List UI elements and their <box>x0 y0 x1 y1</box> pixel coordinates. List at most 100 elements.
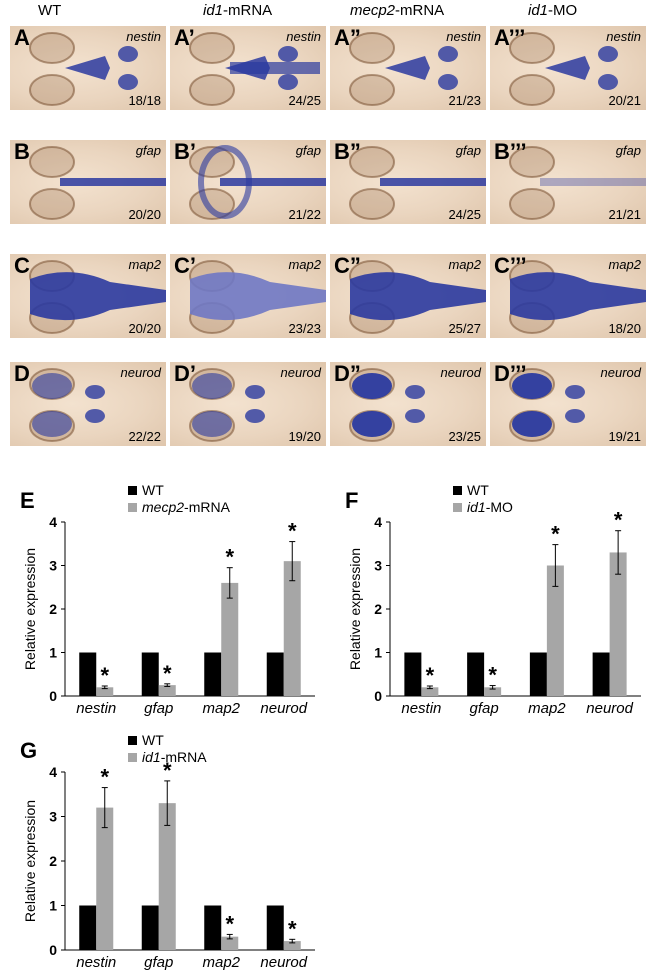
y-tick-label: 2 <box>374 601 382 617</box>
panel-label: C’ <box>174 254 196 278</box>
gene-label: map2 <box>448 257 481 272</box>
panel-label: D’ <box>174 362 196 386</box>
bar <box>96 687 114 696</box>
gene-label: nestin <box>286 29 321 44</box>
y-tick-label: 3 <box>49 809 57 825</box>
embryo-image <box>349 146 486 220</box>
bar <box>266 652 284 696</box>
significance-marker: * <box>614 508 623 533</box>
legend-label: id1-mRNA <box>142 749 207 765</box>
legend-swatch <box>128 753 137 762</box>
embryo-image <box>29 146 166 220</box>
embryo-count: 23/23 <box>288 321 321 336</box>
significance-marker: * <box>163 661 172 686</box>
y-tick-label: 0 <box>374 688 382 704</box>
y-tick-label: 3 <box>374 558 382 574</box>
embryo-panel: B’ gfap 21/22 <box>170 140 326 224</box>
embryo-panel: C’’’ map2 18/20 <box>490 254 646 338</box>
embryo-count: 23/25 <box>448 429 481 444</box>
embryo-panel: B” gfap 24/25 <box>330 140 486 224</box>
x-tick-label: nestin <box>401 700 441 717</box>
panel-label-g: G <box>20 738 38 763</box>
legend-swatch <box>453 503 462 512</box>
significance-marker: * <box>163 758 172 783</box>
bar <box>96 807 114 950</box>
embryo-count: 19/20 <box>288 429 321 444</box>
gene-label: gfap <box>135 143 161 158</box>
y-tick-label: 2 <box>49 853 57 869</box>
legend-label: WT <box>142 732 164 748</box>
bar <box>141 652 159 696</box>
embryo-image <box>29 260 166 334</box>
gene-label: neurod <box>280 365 321 380</box>
embryo-count: 21/23 <box>448 93 481 108</box>
x-tick-label: map2 <box>202 700 240 717</box>
panel-label: C” <box>334 254 361 278</box>
embryo-count: 18/20 <box>608 321 641 336</box>
embryo-image <box>509 368 585 442</box>
column-title-gene: id1 <box>528 2 549 19</box>
y-tick-label: 2 <box>49 601 57 617</box>
embryo-image <box>349 260 486 334</box>
gene-label: nestin <box>606 29 641 44</box>
y-tick-label: 0 <box>49 942 57 958</box>
significance-marker: * <box>225 911 234 936</box>
bar <box>484 687 502 696</box>
embryo-count: 24/25 <box>448 207 481 222</box>
x-tick-label: gfap <box>144 954 173 971</box>
embryo-image <box>189 145 326 220</box>
embryo-panel: D’ neurod 19/20 <box>170 362 326 446</box>
embryo-count: 18/18 <box>128 93 161 108</box>
panel-label: A’ <box>174 26 195 50</box>
bar <box>158 685 176 696</box>
embryo-panel: D” neurod 23/25 <box>330 362 486 446</box>
column-title-id1-mo: id1-MO <box>528 2 577 19</box>
significance-marker: * <box>100 765 109 790</box>
embryo-panel: D’’’ neurod 19/21 <box>490 362 646 446</box>
gene-label: gfap <box>615 143 641 158</box>
column-title-mecp2-mrna: mecp2-mRNA <box>350 2 444 19</box>
embryo-image <box>189 368 265 442</box>
panel-label: B” <box>334 140 361 164</box>
embryo-image <box>509 260 646 334</box>
x-tick-label: neurod <box>586 700 633 717</box>
gene-label: map2 <box>608 257 641 272</box>
gene-label: neurod <box>440 365 481 380</box>
embryo-count: 22/22 <box>128 429 161 444</box>
legend-swatch <box>128 486 137 495</box>
panel-label: C <box>14 254 30 278</box>
x-tick-label: nestin <box>76 954 116 971</box>
legend-label: id1-MO <box>467 499 513 515</box>
embryo-image <box>349 32 458 106</box>
bar <box>283 561 301 696</box>
gene-label: neurod <box>120 365 161 380</box>
bar <box>221 582 239 696</box>
x-tick-label: neurod <box>260 700 307 717</box>
panel-label: B’ <box>174 140 196 164</box>
significance-marker: * <box>100 663 109 688</box>
bar <box>529 652 547 696</box>
column-title-gene: id1 <box>203 2 224 19</box>
gene-label: nestin <box>126 29 161 44</box>
x-tick-label: nestin <box>76 700 116 717</box>
bar <box>204 905 222 950</box>
gene-label: map2 <box>288 257 321 272</box>
embryo-count: 19/21 <box>608 429 641 444</box>
panel-label-e: E <box>20 488 35 513</box>
embryo-panel: C” map2 25/27 <box>330 254 486 338</box>
gene-label: nestin <box>446 29 481 44</box>
y-tick-label: 4 <box>49 514 57 530</box>
embryo-count: 21/22 <box>288 207 321 222</box>
column-title-gene: mecp2 <box>350 2 396 19</box>
significance-marker: * <box>551 522 560 547</box>
bar <box>266 905 284 950</box>
embryo-panel: A’’’ nestin 20/21 <box>490 26 646 110</box>
bar <box>404 652 422 696</box>
significance-marker: * <box>288 519 297 544</box>
